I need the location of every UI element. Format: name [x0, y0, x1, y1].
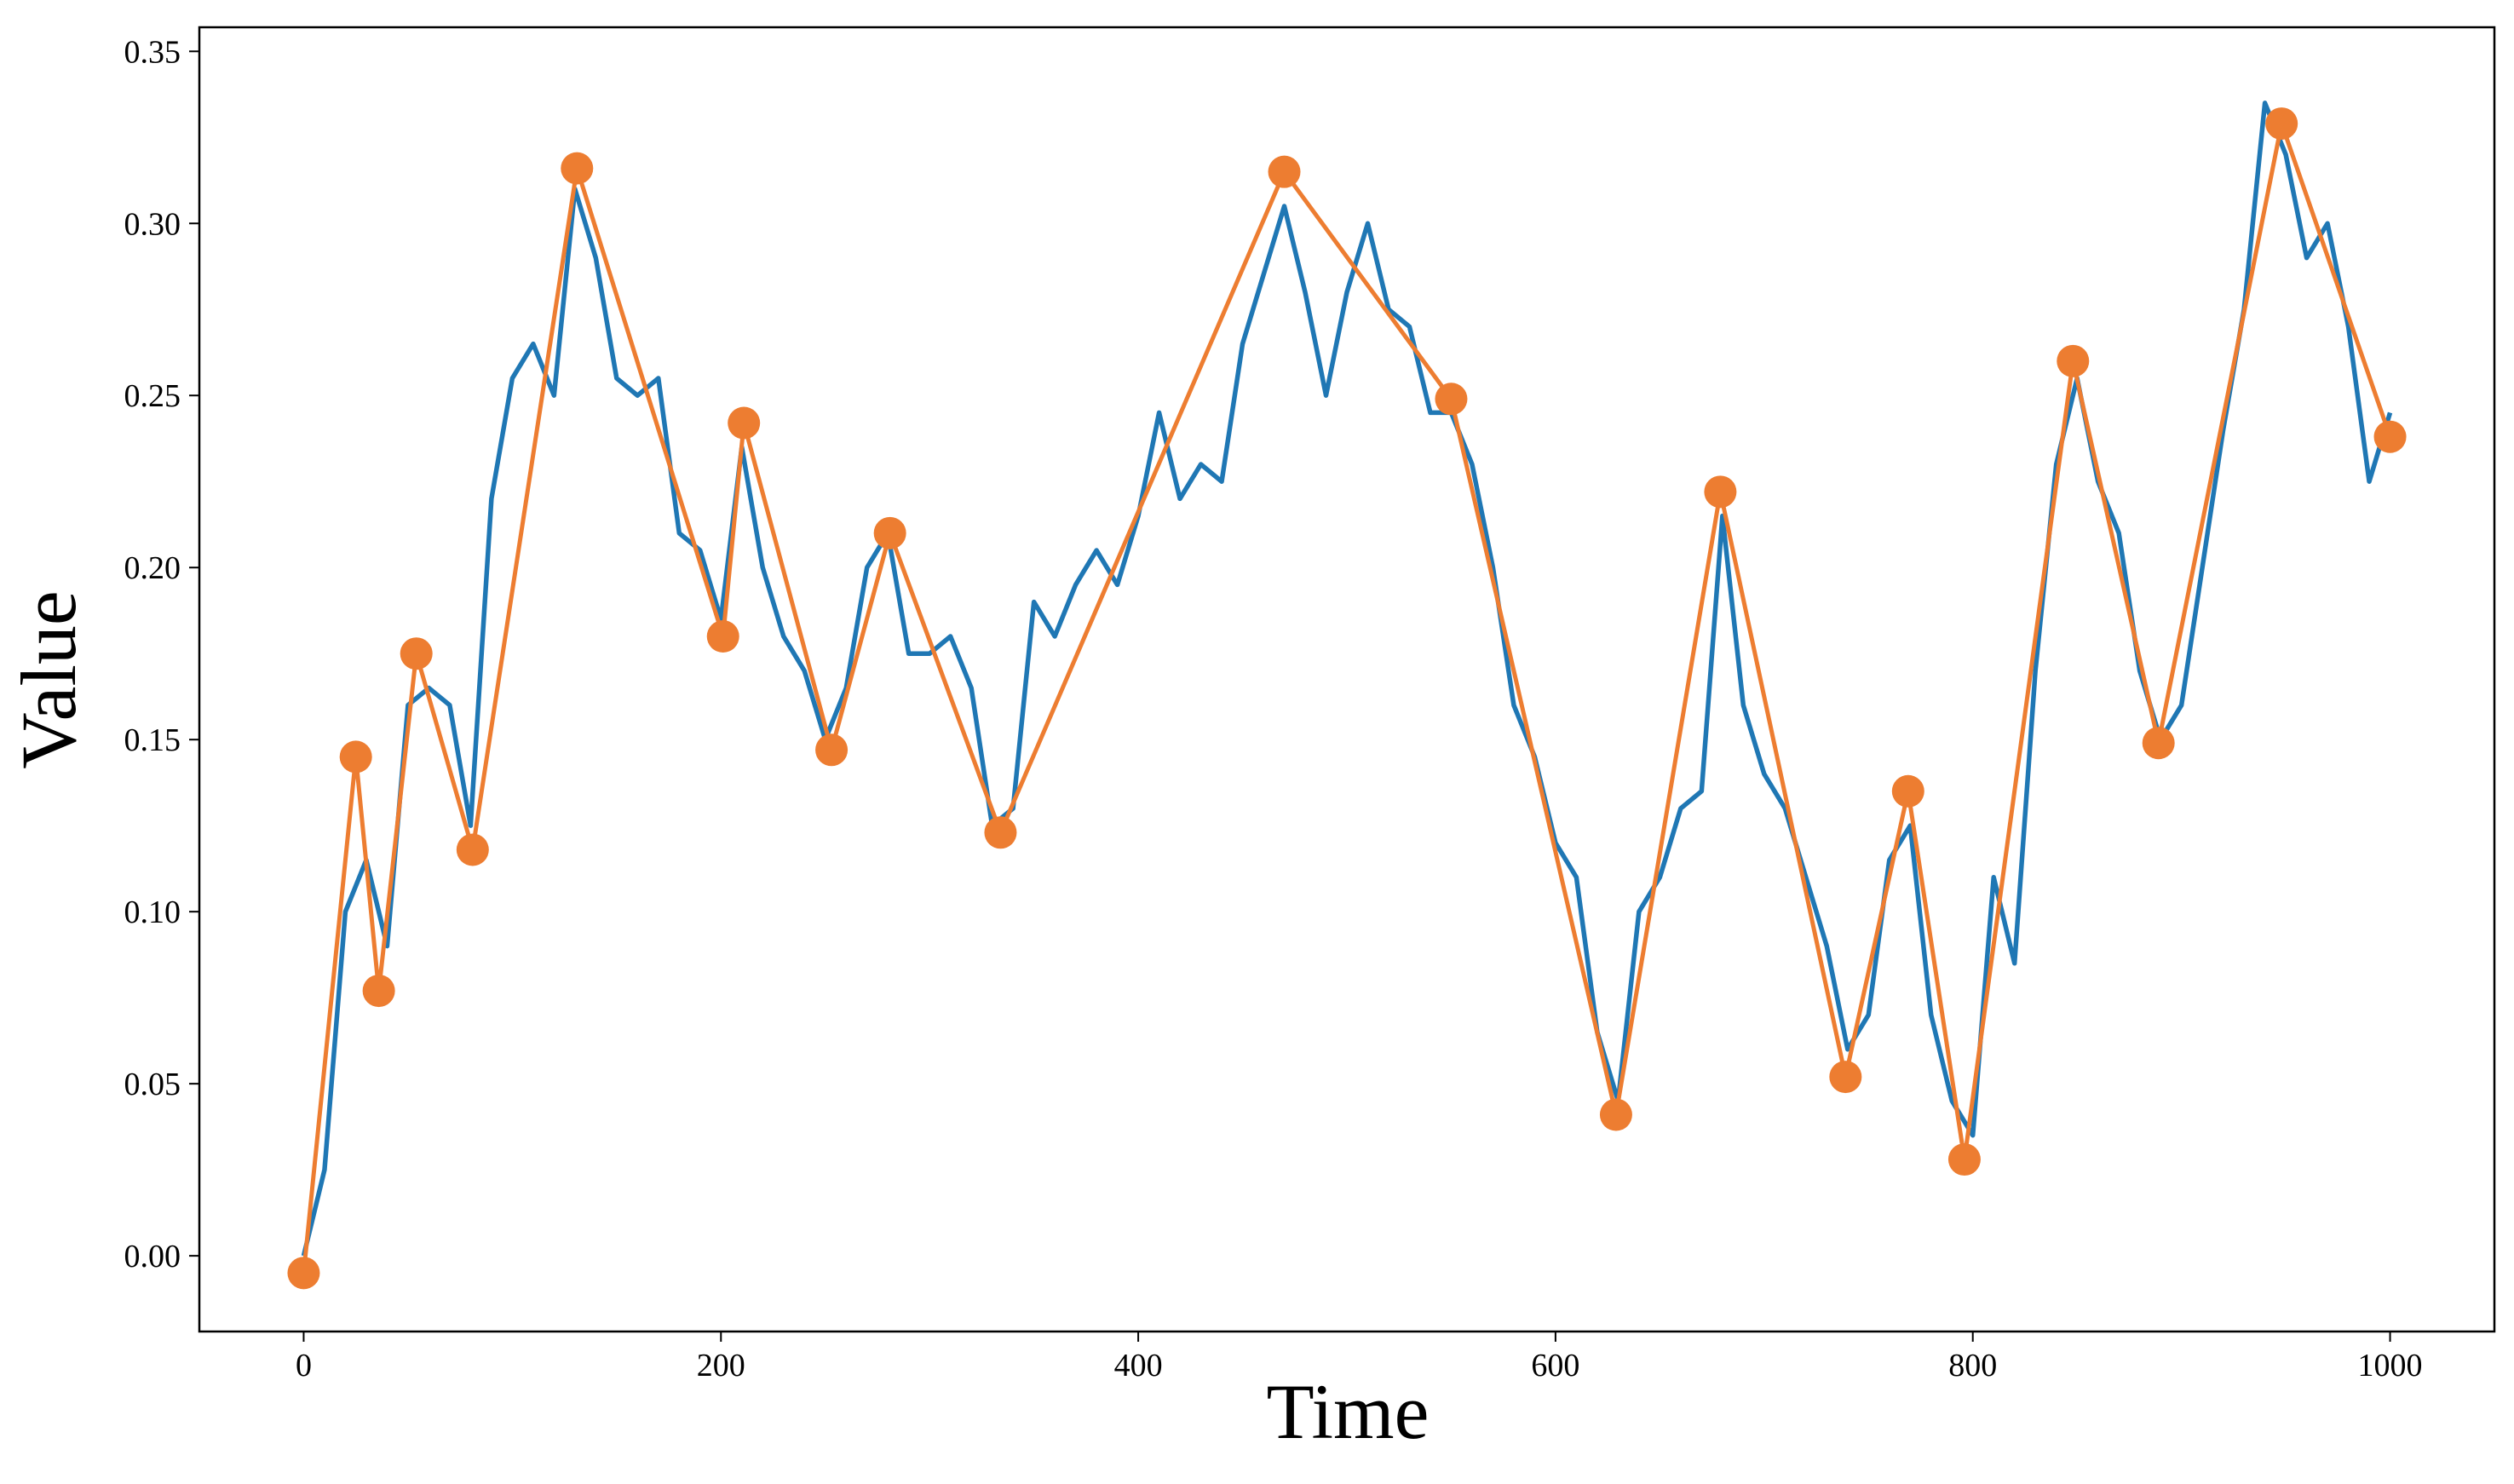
point-marker	[815, 733, 849, 767]
point-marker	[2057, 344, 2090, 377]
point-marker	[728, 406, 761, 440]
point-marker	[1829, 1061, 1862, 1094]
series-line	[301, 121, 2392, 1274]
y-tick-label: 0.10	[124, 894, 181, 930]
point-marker	[1268, 155, 1301, 188]
y-tick-label: 0.05	[124, 1067, 181, 1102]
y-tick-label: 0.30	[124, 206, 181, 242]
point-marker	[1599, 1098, 1632, 1131]
y-axis-label: Value	[5, 590, 92, 768]
point-marker	[706, 620, 739, 653]
point-marker	[456, 833, 489, 866]
point-marker	[287, 1257, 320, 1290]
point-marker	[1435, 383, 1468, 416]
point-marker	[561, 152, 594, 185]
point-marker	[362, 975, 395, 1008]
y-tick-label: 0.20	[124, 550, 181, 586]
y-tick-label: 0.00	[124, 1239, 181, 1274]
point-marker	[873, 516, 906, 549]
point-marker	[2142, 727, 2175, 760]
point-marker	[2265, 107, 2298, 141]
x-axis-label: Time	[1267, 1368, 1430, 1455]
x-tick-label: 0	[296, 1348, 312, 1383]
y-tick-label: 0.35	[124, 34, 181, 70]
y-tick-label: 0.25	[124, 378, 181, 414]
series-line	[301, 101, 2393, 1257]
x-tick-label: 800	[1948, 1348, 1997, 1383]
point-marker	[1704, 475, 1737, 509]
x-tick-label: 600	[1531, 1348, 1579, 1383]
x-tick-label: 200	[697, 1348, 745, 1383]
x-tick-label: 400	[1114, 1348, 1163, 1383]
point-marker	[984, 816, 1017, 849]
plot-frame	[198, 26, 2496, 1333]
point-marker	[1891, 774, 1924, 808]
x-tick-label: 1000	[2358, 1348, 2423, 1383]
point-marker	[1947, 1143, 1981, 1176]
y-tick-label: 0.15	[124, 722, 181, 758]
point-marker	[400, 637, 433, 670]
point-marker	[339, 740, 372, 774]
point-marker	[2373, 420, 2407, 453]
